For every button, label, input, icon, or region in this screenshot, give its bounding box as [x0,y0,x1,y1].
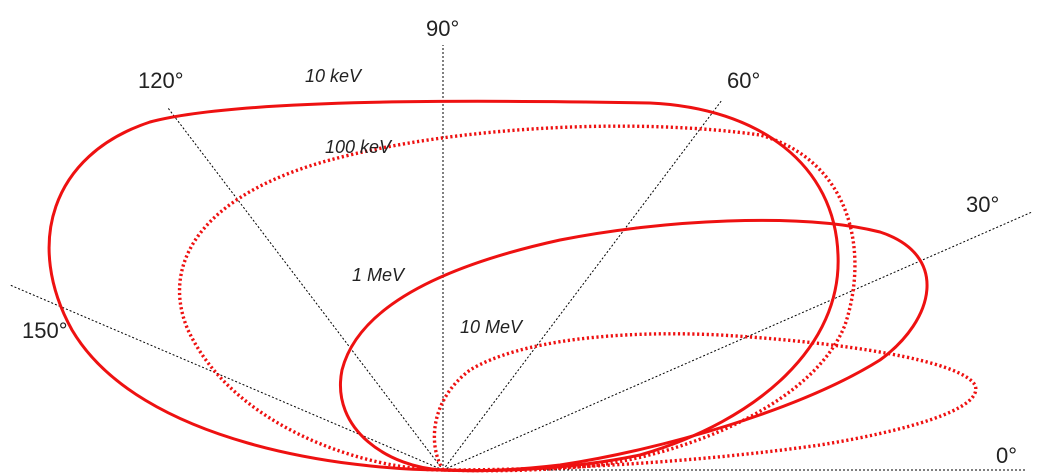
axis-60-deg [442,99,723,471]
label-120-deg: 120° [138,68,184,93]
curve-label-10-kev: 10 keV [305,66,363,86]
lobe-1-mev [339,218,929,473]
axis-150-deg [9,284,444,471]
curve-label-1-mev: 1 MeV [352,265,406,285]
label-150-deg: 150° [22,318,68,343]
curve-label-10-mev: 10 MeV [460,317,524,337]
lobe-100-kev [177,124,857,473]
lobe-10-mev [432,332,978,472]
lobe-10-kev [47,99,840,473]
label-60-deg: 60° [727,68,760,93]
label-90-deg: 90° [426,16,459,41]
axis-120-deg [167,107,444,471]
label-30-deg: 30° [966,192,999,217]
axis-30-deg [442,211,1033,471]
label-0-deg: 0° [996,443,1017,468]
curve-label-100-kev: 100 keV [325,137,393,157]
